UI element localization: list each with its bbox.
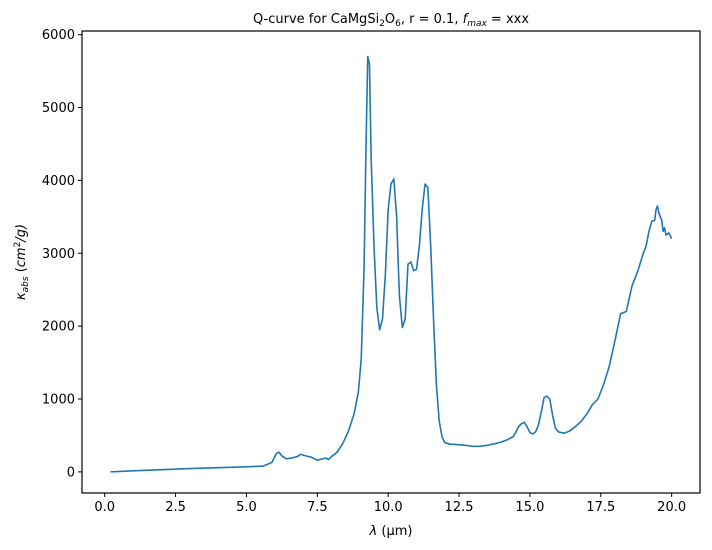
x-tick-label: 12.5 <box>445 500 474 515</box>
y-tick-label: 0 <box>67 465 75 480</box>
y-tick-label: 1000 <box>42 392 75 407</box>
x-tick-label: 5.0 <box>236 500 257 515</box>
x-tick-label: 0.0 <box>94 500 115 515</box>
y-tick-label: 4000 <box>42 174 75 189</box>
y-axis: 0 1000 2000 3000 4000 5000 6000 <box>42 28 82 480</box>
x-axis-label: λ (μm) <box>369 524 413 539</box>
plot-frame <box>81 30 701 494</box>
y-tick-label: 2000 <box>42 320 75 335</box>
y-tick-label: 6000 <box>42 28 75 43</box>
x-tick-label: 10.0 <box>374 500 403 515</box>
x-tick-label: 20.0 <box>657 500 686 515</box>
series-line-1 <box>110 55 673 473</box>
chart-title: Q-curve for CaMgSi2O6, r = 0.1, fmax = x… <box>253 12 529 29</box>
x-tick-label: 15.0 <box>515 500 544 515</box>
x-tick-label: 17.5 <box>586 500 615 515</box>
x-tick-label: 7.5 <box>307 500 328 515</box>
y-tick-label: 3000 <box>42 247 75 262</box>
y-tick-label: 5000 <box>42 101 75 116</box>
x-axis: 0.0 2.5 5.0 7.5 10.0 12.5 15.0 17.5 20.0 <box>94 493 686 515</box>
x-tick-label: 2.5 <box>165 500 186 515</box>
y-axis-label: κabs (cm2/g) <box>13 224 31 300</box>
series-group <box>110 55 673 473</box>
